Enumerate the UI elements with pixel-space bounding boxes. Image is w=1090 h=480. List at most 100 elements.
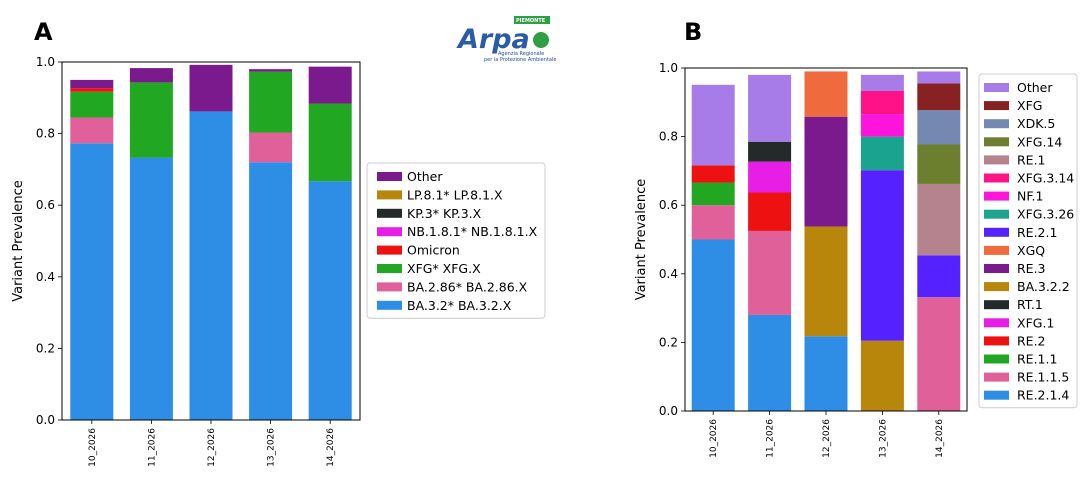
bar-segment-b-12_2026-6 [804, 226, 848, 337]
legend-swatch-a-6 [377, 282, 402, 292]
legend-label: RE.2 [1017, 333, 1046, 348]
legend-swatch-a-2 [377, 208, 402, 218]
legend-swatch-a-7 [377, 300, 402, 310]
legend-label: XFG* XFG.X [407, 261, 481, 276]
bar-segment-a-12_2026-7 [189, 64, 233, 112]
legend-box [366, 162, 546, 319]
legend-label: RT.1 [1017, 297, 1043, 312]
plot-frame [61, 61, 361, 421]
bar-segment-a-10_2026-3 [70, 88, 114, 92]
legend-label: RE.2.1.4 [1017, 388, 1069, 403]
legend-swatch-b-0 [984, 83, 1009, 92]
logo-line-2: per la Protezione Ambientale [484, 57, 556, 63]
legend-label: BA.3.2.2 [1017, 279, 1070, 294]
panel-letter-a: A [34, 18, 53, 46]
legend-swatch-a-3 [377, 227, 402, 237]
y-tick-label: 0.0 [659, 404, 678, 418]
logo-badge-bg [514, 16, 550, 24]
x-tick-label: 13_2026 [267, 428, 277, 467]
legend-swatch-b-2 [984, 119, 1009, 129]
legend-swatch-b-10 [984, 264, 1009, 273]
logo-line-1: Agenzia Regionale [498, 51, 544, 57]
legend-label: RE.1.1 [1017, 352, 1057, 367]
bar-segment-a-11_2026-2 [129, 82, 173, 158]
legend-label: RE.1 [1017, 152, 1046, 167]
bar-segment-b-11_2026-5 [748, 141, 792, 162]
legend-swatch-b-15 [984, 354, 1009, 364]
y-tick-label: 1.0 [659, 61, 678, 75]
legend-swatch-b-13 [984, 318, 1009, 328]
bar-segment-b-13_2026-12 [860, 90, 904, 115]
bar-segment-a-14_2026-2 [308, 103, 352, 182]
chart-panel-b: 10_2026 11_2026 12_2026 13_2026 14_2026 0.0 0.… [634, 61, 1078, 458]
y-axis-label: Variant Prevalence [634, 179, 649, 301]
bar-segment-b-14_2026-16 [917, 83, 961, 111]
y-axis-label: Variant Prevalence [11, 180, 26, 302]
legend-label: XDK.5 [1017, 116, 1055, 131]
bar-segment-b-11_2026-4 [748, 161, 792, 193]
bar-segment-a-14_2026-7 [308, 66, 352, 104]
bar-segment-a-14_2026-0 [308, 181, 352, 420]
legend-label: LP.8.1* LP.8.1.X [407, 187, 503, 202]
bar-segment-b-13_2026-9 [860, 170, 904, 341]
bar-segment-a-11_2026-7 [129, 68, 173, 83]
legend-swatch-b-11 [984, 282, 1009, 292]
legend-swatch-b-8 [984, 227, 1009, 237]
x-tick-label: 11_2026 [147, 428, 157, 467]
y-tick-label: 0.8 [36, 127, 55, 141]
y-tick-label: 0.0 [36, 413, 55, 427]
legend-swatch-a-0 [377, 172, 402, 181]
legend-swatch-b-5 [984, 173, 1009, 183]
legend-label: RE.3 [1017, 261, 1046, 276]
legend-label: NB.1.8.1* NB.1.8.1.X [407, 224, 538, 239]
bar-segment-b-13_2026-17 [860, 74, 904, 91]
x-tick-label: 14_2026 [935, 419, 945, 458]
legend-swatch-a-5 [377, 264, 402, 273]
y-tick-label: 0.6 [659, 198, 678, 212]
legend-label: BA.2.86* BA.2.86.X [407, 279, 528, 294]
bar-segment-a-13_2026-1 [249, 132, 293, 163]
bar-segment-b-11_2026-1 [748, 230, 792, 315]
x-tick-label: 10_2026 [88, 428, 98, 467]
bar-segment-b-14_2026-15 [917, 110, 961, 145]
legend-label: XFG.1 [1017, 315, 1054, 330]
bar-segment-b-11_2026-0 [748, 314, 792, 411]
legend-swatch-b-17 [984, 390, 1009, 400]
bar-segment-b-11_2026-3 [748, 192, 792, 231]
legend-swatch-b-4 [984, 155, 1009, 165]
bar-segment-a-10_2026-0 [70, 143, 114, 421]
legend-label: RE.2.1 [1017, 225, 1057, 240]
bar-segment-b-12_2026-7 [804, 116, 848, 227]
legend-label: Other [407, 169, 443, 184]
panel-letter-b: B [684, 18, 702, 46]
logo-word: Arpa [456, 24, 530, 55]
y-tick-label: 0.2 [36, 341, 55, 355]
bar-segment-b-13_2026-6 [860, 340, 904, 411]
arpa-logo: PIEMONTE Arpa Agenzia Regionale per la P… [456, 16, 556, 63]
legend-label: RE.1.1.5 [1017, 370, 1069, 385]
plot-frame [684, 67, 968, 412]
x-tick-label: 13_2026 [878, 419, 888, 458]
x-tick-label: 14_2026 [326, 428, 336, 467]
bar-segment-a-13_2026-2 [249, 71, 293, 133]
logo-leaf [533, 32, 549, 48]
legend-swatch-b-16 [984, 372, 1009, 382]
bar-segment-b-10_2026-1 [691, 205, 735, 240]
legend-swatch-b-9 [984, 245, 1009, 255]
bar-segment-b-12_2026-8 [804, 71, 848, 117]
legend-label: XFG.14 [1017, 134, 1062, 149]
bar-segment-a-12_2026-0 [189, 111, 233, 421]
y-tick-label: 0.6 [36, 198, 55, 212]
legend-swatch-a-1 [377, 190, 402, 200]
bar-segment-b-11_2026-17 [748, 74, 792, 142]
bar-segment-b-14_2026-17 [917, 71, 961, 84]
bar-segment-b-12_2026-0 [804, 336, 848, 411]
x-tick-label: 11_2026 [766, 419, 776, 458]
legend-swatch-b-7 [984, 209, 1009, 219]
bar-segment-a-10_2026-7 [70, 79, 114, 89]
bar-segment-b-10_2026-0 [691, 239, 735, 411]
legend-label: Other [1017, 80, 1053, 95]
y-tick-label: 0.2 [659, 335, 678, 349]
legend-swatch-b-14 [984, 336, 1009, 346]
